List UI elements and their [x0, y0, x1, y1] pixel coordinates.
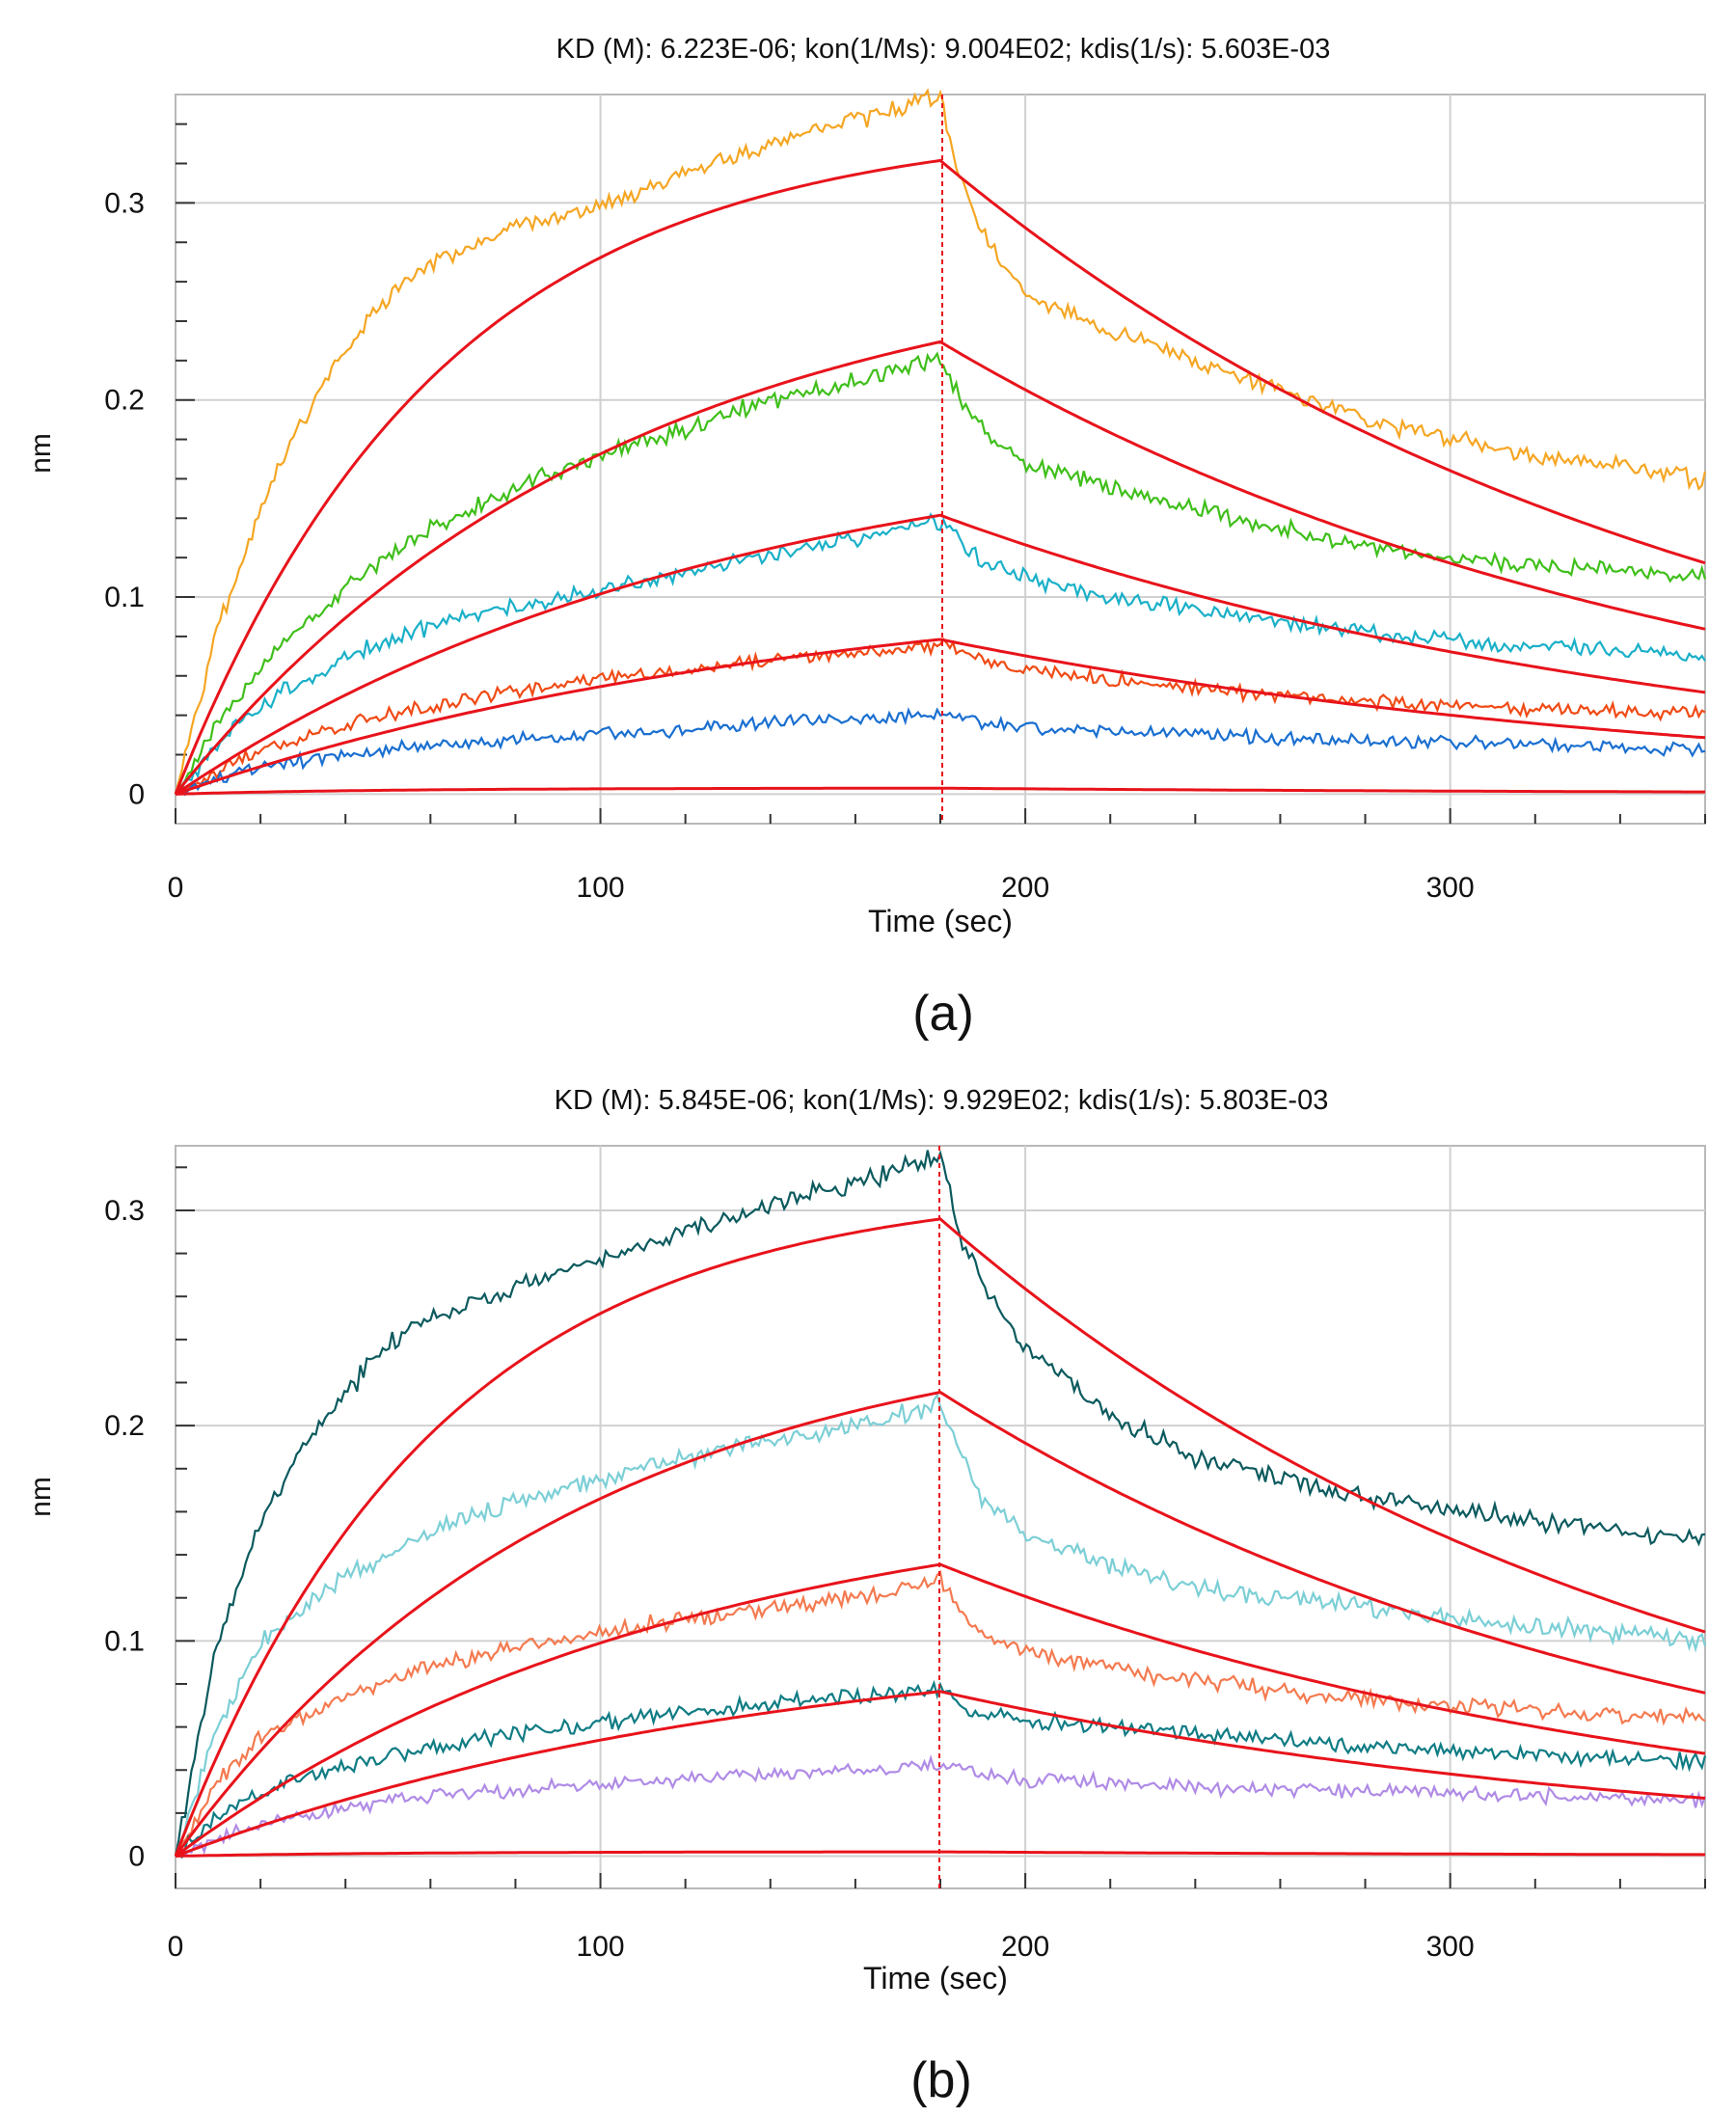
panel-a-title: KD (M): 6.223E-06; kon(1/Ms): 9.004E02; … — [556, 34, 1331, 65]
panel-a-grid — [176, 95, 1705, 824]
panel-a-label: (a) — [912, 986, 974, 1042]
panel-b-x-tick-labels: 0 100 200 300 — [168, 1931, 1475, 1963]
x-tick-label: 100 — [577, 872, 625, 904]
panel-b-y-tick-labels: 0 0.1 0.2 0.3 — [104, 1195, 145, 1873]
data-trace-1 — [174, 1150, 1706, 1857]
y-tick-label: 0.2 — [104, 385, 145, 417]
fit-curve-3 — [175, 513, 1706, 796]
data-trace-1 — [174, 88, 1707, 795]
panel-b-minor-ticks — [175, 1166, 1706, 1888]
panel-b-label: (b) — [910, 2052, 972, 2108]
fit-curve-5 — [175, 786, 1705, 796]
fit-curve-4 — [175, 638, 1706, 796]
y-tick-label: 0.1 — [104, 1625, 145, 1657]
x-tick-label: 200 — [1001, 872, 1049, 904]
y-tick-label: 0.1 — [104, 582, 145, 613]
y-tick-label: 0.3 — [104, 1195, 145, 1227]
x-tick-label: 300 — [1426, 872, 1475, 904]
y-tick-label: 0 — [128, 1841, 145, 1873]
panel-a-x-axis-label: Time (sec) — [868, 904, 1013, 938]
x-tick-label: 200 — [1001, 1931, 1049, 1963]
x-tick-label: 100 — [577, 1931, 625, 1963]
fit-curve-4 — [175, 1690, 1706, 1858]
x-tick-label: 0 — [168, 872, 184, 904]
panel-a-y-axis-label: nm — [25, 433, 57, 474]
y-tick-label: 0.3 — [104, 187, 145, 219]
panel-b-title: KD (M): 5.845E-06; kon(1/Ms): 9.929E02; … — [555, 1085, 1329, 1116]
panel-b-chart: KD (M): 5.845E-06; kon(1/Ms): 9.929E02; … — [25, 1085, 1707, 1995]
y-tick-label: 0 — [128, 778, 145, 810]
y-tick-label: 0.2 — [104, 1410, 145, 1442]
panel-a-traces — [174, 88, 1707, 797]
fit-curve-1 — [174, 158, 1706, 795]
data-trace-4 — [175, 637, 1706, 796]
x-tick-label: 0 — [168, 1931, 184, 1963]
data-trace-5 — [175, 707, 1706, 797]
panel-b-y-axis-label: nm — [25, 1477, 57, 1517]
data-trace-3 — [175, 512, 1706, 796]
panel-a-y-tick-labels: 0 0.1 0.2 0.3 — [104, 187, 145, 810]
data-trace-5 — [175, 1754, 1707, 1858]
panel-a-fits — [174, 158, 1706, 796]
x-tick-label: 300 — [1426, 1931, 1475, 1963]
panel-b-x-axis-label: Time (sec) — [863, 1961, 1008, 1995]
fit-curve-2 — [174, 339, 1706, 796]
panel-a-x-tick-labels: 0 100 200 300 — [168, 872, 1475, 904]
panel-a-chart: KD (M): 6.223E-06; kon(1/Ms): 9.004E02; … — [25, 34, 1707, 938]
data-trace-2 — [175, 351, 1707, 795]
